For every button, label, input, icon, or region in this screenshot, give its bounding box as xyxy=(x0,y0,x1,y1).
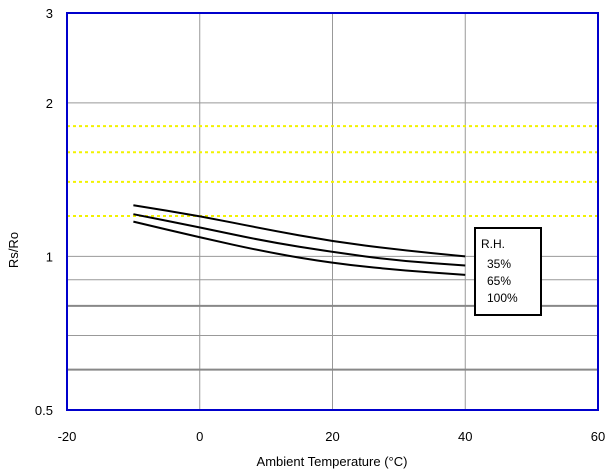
series-line-100 xyxy=(133,220,466,276)
x-tick-labels: -20 0 20 40 60 xyxy=(58,429,606,444)
x-tick-label: 60 xyxy=(591,429,605,444)
plot-frame xyxy=(66,12,599,411)
x-tick-label: 20 xyxy=(325,429,339,444)
y-tick-label: 1 xyxy=(46,249,53,264)
y-axis-label: Rs/Ro xyxy=(6,232,21,268)
y-tick-labels: 3 2 1 0.5 xyxy=(35,6,53,418)
grid-lines xyxy=(67,13,598,410)
legend-title: R.H. xyxy=(481,237,505,251)
series-line-35 xyxy=(133,204,466,258)
y-tick-label: 2 xyxy=(46,96,53,111)
y-tick-label: 0.5 xyxy=(35,403,53,418)
legend-item-65: 65% xyxy=(487,274,511,288)
y-tick-label: 3 xyxy=(46,6,53,21)
legend-item-100: 100% xyxy=(487,291,518,305)
legend: R.H. 35% 65% 100% xyxy=(474,227,542,316)
x-tick-label: 0 xyxy=(196,429,203,444)
x-tick-label: 40 xyxy=(458,429,472,444)
reference-dashed-lines xyxy=(67,125,598,218)
legend-item-35: 35% xyxy=(487,257,511,271)
series-lines xyxy=(133,204,466,276)
x-tick-label: -20 xyxy=(58,429,77,444)
x-axis-label: Ambient Temperature (°C) xyxy=(257,454,408,469)
legend-box xyxy=(474,227,542,316)
series-line-65 xyxy=(133,213,466,267)
